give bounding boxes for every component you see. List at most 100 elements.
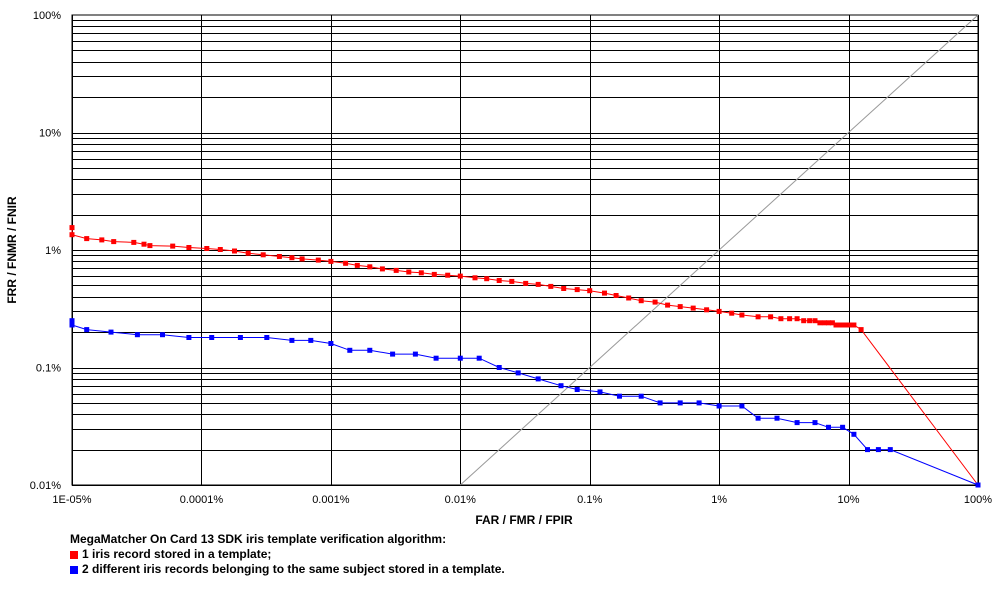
series-2-point [755,415,761,421]
series-1-point [379,266,385,272]
series-1-point [755,314,761,320]
y-tick-label: 1% [45,245,61,257]
series-2-line [71,320,979,486]
series-2-point [657,400,663,406]
series-1-point [846,322,852,328]
series-1-point [131,239,137,245]
series-2-point [69,322,75,328]
x-tick-label: 10% [838,494,860,506]
diagonal-reference-line [459,14,979,486]
series-group [69,225,981,488]
series-1-point [186,245,192,250]
series-1-point [472,275,478,281]
series-1-point [232,248,237,254]
series-2-point [574,387,580,392]
series-1-point [406,269,412,275]
legend-label-series-2: 2 different iris records belonging to th… [82,562,505,576]
series-1-point [217,247,223,252]
series-1-point [147,243,153,249]
series-1-point [523,280,529,286]
series-2-point [390,351,396,357]
series-1-point [665,302,671,308]
series-2-point [696,400,702,406]
series-2-point [716,403,722,409]
series-2-point [134,332,140,338]
y-tick-label: 0.1% [36,363,61,375]
series-1-point [111,239,117,245]
series-2-point [875,447,881,453]
x-tick-label: 0.0001% [180,494,224,506]
x-tick-label: 1E-05% [52,494,91,506]
series-1-point [821,320,827,326]
series-2-point [108,329,114,335]
series-1-point [509,278,515,284]
series-1-point [328,258,334,264]
series-2-point [209,335,215,340]
series-2-point [69,318,75,324]
series-2-point [597,389,603,395]
x-tick-label: 1% [711,494,727,506]
series-1-point [431,271,437,277]
x-tick-label: 0.01% [445,494,476,506]
y-tick-label: 10% [39,128,61,140]
series-1-point [812,318,818,324]
series-1-point [801,318,807,324]
series-2-point [887,447,893,453]
series-1-point [729,310,735,316]
series-1-point [794,316,800,322]
series-1-point [807,318,813,324]
series-1-point [289,255,295,261]
series-1-point [778,316,784,322]
legend-swatch-red [70,550,78,559]
series-1-point [367,264,373,270]
series-1-point [393,267,399,273]
series-1-point [829,320,835,326]
series-1-point [141,241,147,247]
series-1-point [843,322,849,328]
series-2-point [812,420,818,426]
series-1-point [170,243,176,249]
legend-swatch-blue [70,565,78,574]
x-tick-label: 100% [964,494,992,506]
series-1-point [836,322,842,328]
series-1-point [343,260,349,266]
legend: MegaMatcher On Card 13 SDK iris template… [70,532,505,577]
series-1-point [677,304,683,310]
series-2-point [826,424,831,430]
series-2-point [347,347,353,353]
series-2-point [851,431,857,437]
series-1-point [204,246,210,251]
legend-item-series-1: 1 iris record stored in a template; [70,547,505,562]
series-2-point [237,335,243,340]
chart: 1E-05% 0.0001% 0.001% 0.01% 0.1% 1% 10% 100% 10… [5,10,992,527]
series-2-point [496,365,502,370]
series-1-point [826,320,831,326]
x-tick-label: 0.1% [577,494,602,506]
series-2-point [457,355,463,361]
series-1-point [840,322,846,328]
y-tick-label: 100% [33,10,61,22]
series-1-point [739,312,745,318]
series-1-point [484,276,490,282]
series-2-point [739,403,745,409]
y-tick-labels: 100% 10% 1% 0.1% 0.01% [30,10,61,492]
x-tick-label: 0.001% [312,494,350,506]
series-2-point [794,420,800,426]
series-1-point [276,254,282,259]
series-2-point [308,337,314,343]
series-1-point [833,322,839,328]
series-2-point [84,327,90,333]
series-1-point [260,252,266,258]
series-1-point [561,286,567,291]
series-2-point [617,393,622,399]
series-1-point [84,236,90,242]
series-2-point [535,376,541,382]
series-2-point [264,335,270,340]
series-1-point [69,232,75,238]
y-axis-label: FRR / FNMR / FNIR [5,196,19,304]
y-tick-label: 0.01% [30,480,61,492]
series-2-point [367,347,373,353]
series-2-point [289,337,295,343]
x-tick-labels: 1E-05% 0.0001% 0.001% 0.01% 0.1% 1% 10% 100% [52,494,992,506]
series-1-point [315,257,321,263]
